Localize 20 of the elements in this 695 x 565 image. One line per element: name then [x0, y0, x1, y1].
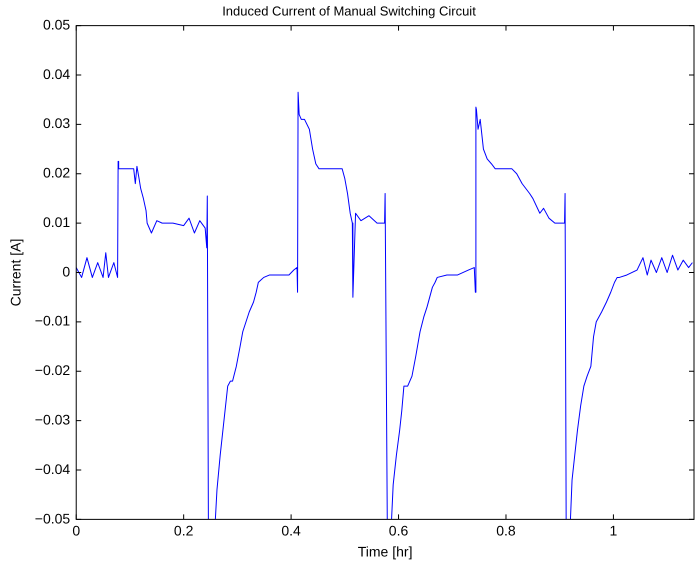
y-tick-label: −0.05 [34, 510, 70, 526]
x-tick-label: 0.2 [174, 522, 194, 539]
y-axis-title: Current [A] [7, 238, 24, 306]
y-tick-label: −0.01 [34, 312, 70, 329]
x-tick-label: 0 [72, 522, 80, 539]
y-tick-label: 0 [62, 263, 70, 280]
y-tick-label: −0.03 [34, 412, 70, 428]
y-tick-label: 0.05 [42, 16, 70, 32]
chart-title: Induced Current of Manual Switching Circuit [222, 3, 476, 18]
x-axis-title: Time [hr] [358, 543, 412, 560]
x-tick-label: 0.8 [496, 522, 516, 539]
y-tick-label: 0.02 [42, 164, 70, 181]
y-tick-label: 0.04 [42, 66, 70, 82]
x-tick-label: 0.6 [388, 522, 408, 539]
y-tick-label: 0.03 [42, 115, 70, 132]
y-tick-label: −0.02 [34, 362, 70, 378]
y-tick-label: 0.01 [42, 214, 70, 230]
y-tick-label: −0.04 [34, 460, 70, 477]
x-tick-label: 0.4 [281, 522, 302, 539]
x-tick-label: 1 [610, 522, 618, 539]
